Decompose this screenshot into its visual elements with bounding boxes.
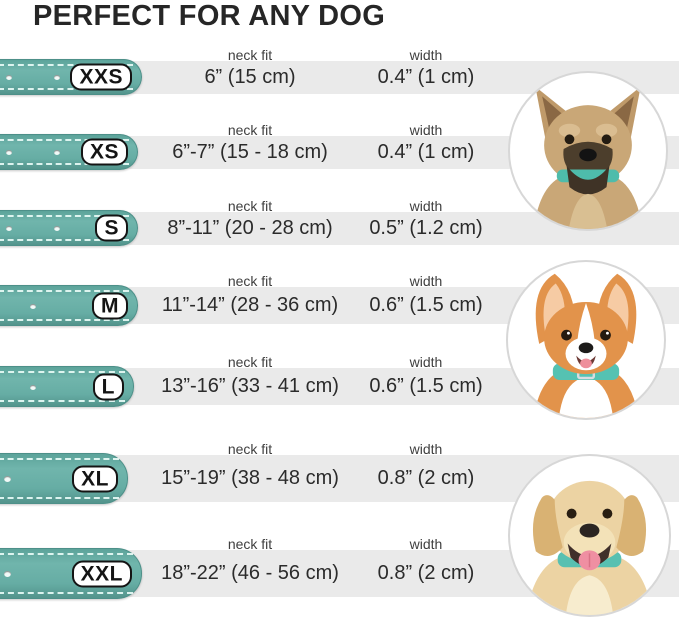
width-value: 0.8” (2 cm) bbox=[377, 467, 475, 489]
dog-photo-terrier bbox=[508, 71, 668, 231]
collar-stitching bbox=[0, 371, 125, 373]
collar-hole bbox=[6, 150, 12, 155]
width-header: width bbox=[409, 122, 443, 138]
dog-photo-labrador bbox=[508, 454, 671, 617]
neck-fit-header: neck fit bbox=[227, 47, 273, 63]
collar-hole bbox=[6, 226, 12, 231]
width-value: 0.6” (1.5 cm) bbox=[369, 375, 483, 397]
collar-hole bbox=[4, 475, 11, 482]
size-badge: L bbox=[92, 373, 124, 400]
width-header: width bbox=[409, 198, 443, 214]
collar-strap: L bbox=[0, 366, 134, 407]
neck-fit-value: 8”-11” (20 - 28 cm) bbox=[167, 217, 333, 239]
collar-stitching bbox=[0, 139, 129, 141]
collar-stitching bbox=[0, 163, 129, 165]
collar-hole bbox=[4, 570, 11, 577]
collar-stitching bbox=[0, 215, 129, 217]
collar-hole bbox=[54, 226, 60, 231]
labrador-illustration bbox=[526, 480, 653, 615]
neck-fit-value: 11”-14” (28 - 36 cm) bbox=[161, 294, 339, 316]
collar-strap: XL bbox=[0, 453, 128, 504]
width-header: width bbox=[409, 273, 443, 289]
collar-stitching bbox=[0, 239, 129, 241]
size-badge: M bbox=[92, 292, 128, 319]
collar-stitching bbox=[0, 553, 133, 555]
collar-hole bbox=[54, 75, 60, 80]
collar-stitching bbox=[0, 88, 133, 90]
neck-fit-value: 13”-16” (33 - 41 cm) bbox=[161, 375, 339, 397]
collar-stitching bbox=[0, 400, 125, 402]
dog-photo-corgi bbox=[506, 260, 666, 420]
width-header: width bbox=[409, 47, 443, 63]
collar-strap: XS bbox=[0, 134, 138, 170]
neck-fit-value: 15”-19” (38 - 48 cm) bbox=[161, 467, 339, 489]
neck-fit-header: neck fit bbox=[227, 122, 273, 138]
neck-fit-header: neck fit bbox=[227, 536, 273, 552]
size-badge: S bbox=[95, 214, 128, 242]
size-badge: XL bbox=[72, 465, 118, 492]
width-value: 0.4” (1 cm) bbox=[377, 141, 475, 163]
collar-stitching bbox=[0, 592, 133, 594]
collar-strap: XXL bbox=[0, 548, 142, 599]
neck-fit-header: neck fit bbox=[227, 354, 273, 370]
collar-stitching bbox=[0, 290, 129, 292]
size-badge: XS bbox=[80, 138, 128, 166]
collar-hole bbox=[30, 303, 36, 309]
collar-stitching bbox=[0, 458, 119, 460]
collar-hole bbox=[54, 150, 60, 155]
size-badge: XXS bbox=[70, 63, 132, 91]
neck-fit-header: neck fit bbox=[227, 441, 273, 457]
corgi-illustration bbox=[533, 273, 639, 418]
width-header: width bbox=[409, 354, 443, 370]
neck-fit-header: neck fit bbox=[227, 273, 273, 289]
neck-fit-value: 18”-22” (46 - 56 cm) bbox=[161, 562, 339, 584]
neck-fit-value: 6” (15 cm) bbox=[204, 66, 296, 88]
collar-stitching bbox=[0, 64, 133, 66]
collar-strap: S bbox=[0, 210, 138, 246]
neck-fit-header: neck fit bbox=[227, 198, 273, 214]
width-header: width bbox=[409, 536, 443, 552]
page-title: PERFECT FOR ANY DOG bbox=[33, 0, 386, 32]
collar-strap: M bbox=[0, 285, 138, 326]
width-value: 0.4” (1 cm) bbox=[377, 66, 475, 88]
collar-hole bbox=[6, 75, 12, 80]
collar-stitching bbox=[0, 319, 129, 321]
terrier-illustration bbox=[533, 86, 643, 229]
collar-strap: XXS bbox=[0, 59, 142, 95]
collar-hole bbox=[30, 384, 36, 390]
size-badge: XXL bbox=[71, 560, 132, 587]
width-value: 0.5” (1.2 cm) bbox=[369, 217, 483, 239]
neck-fit-value: 6”-7” (15 - 18 cm) bbox=[172, 141, 328, 163]
width-value: 0.8” (2 cm) bbox=[377, 562, 475, 584]
collar-stitching bbox=[0, 497, 119, 499]
width-header: width bbox=[409, 441, 443, 457]
width-value: 0.6” (1.5 cm) bbox=[369, 294, 483, 316]
